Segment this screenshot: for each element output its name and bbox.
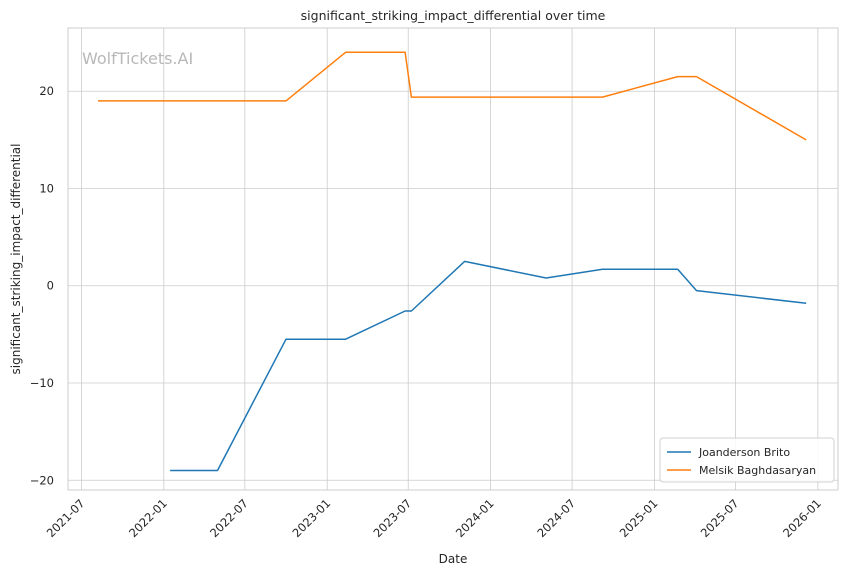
y-gridlines bbox=[68, 90, 838, 481]
x-tick-labels: 2021-07 2022-01 2022-07 2023-01 2023-07 2024-… bbox=[44, 496, 824, 540]
y-tick-label: −20 bbox=[30, 473, 54, 487]
x-tick-label: 2021-07 bbox=[44, 496, 88, 540]
x-tick-label: 2024-07 bbox=[534, 496, 578, 540]
x-tick-label: 2022-07 bbox=[207, 496, 251, 540]
series-line-joanderson-brito bbox=[170, 260, 807, 472]
series-layer bbox=[98, 51, 807, 472]
x-tick-label: 2023-07 bbox=[370, 496, 414, 540]
legend-box bbox=[659, 437, 835, 483]
watermark: WolfTickets.AI bbox=[82, 49, 193, 68]
chart-title: significant_striking_impact_differential… bbox=[301, 8, 606, 23]
y-tick-label: 10 bbox=[39, 181, 54, 195]
y-tick-label: 0 bbox=[47, 279, 54, 293]
x-tick-label: 2024-01 bbox=[453, 496, 497, 540]
legend-label-joanderson-brito: Joanderson Brito bbox=[698, 446, 790, 459]
y-tick-label: −10 bbox=[30, 376, 54, 390]
x-gridlines bbox=[81, 28, 819, 490]
x-axis-title: Date bbox=[439, 552, 468, 566]
x-tick-label: 2022-01 bbox=[126, 496, 170, 540]
legend-label-melsik-baghdasaryan: Melsik Baghdasaryan bbox=[699, 464, 816, 477]
plot-frame bbox=[67, 27, 839, 491]
legend: Joanderson Brito Melsik Baghdasaryan bbox=[659, 437, 835, 483]
y-tick-label: 20 bbox=[39, 84, 54, 98]
y-tick-labels: −20 −10 0 10 20 bbox=[30, 84, 54, 487]
x-tick-label: 2023-01 bbox=[289, 496, 333, 540]
x-tick-label: 2026-01 bbox=[780, 496, 824, 540]
y-axis-title: significant_striking_impact_differential bbox=[9, 144, 23, 375]
series-line-melsik-baghdasaryan bbox=[98, 51, 807, 141]
x-tick-label: 2025-07 bbox=[698, 496, 742, 540]
x-tick-label: 2025-01 bbox=[617, 496, 661, 540]
